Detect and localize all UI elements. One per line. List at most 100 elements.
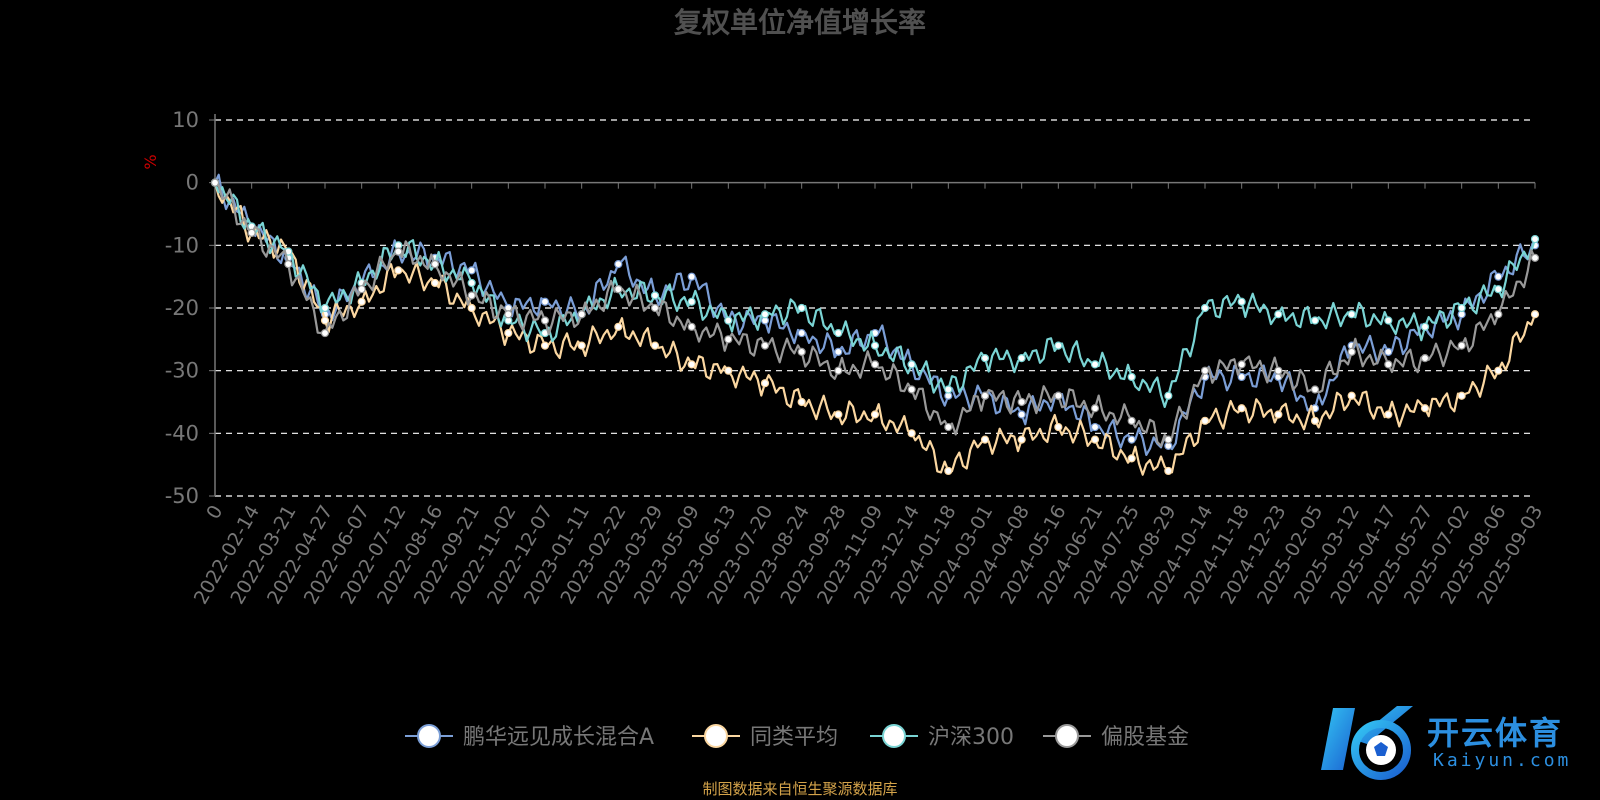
data-point bbox=[834, 366, 843, 375]
kaiyun-logo: 开云体育 Kaiyun.com bbox=[1315, 700, 1600, 786]
data-point bbox=[870, 360, 880, 369]
data-point bbox=[687, 360, 696, 369]
data-point bbox=[760, 310, 770, 319]
data-point bbox=[394, 266, 403, 275]
data-point bbox=[650, 341, 660, 350]
data-point bbox=[357, 297, 366, 306]
data-point bbox=[980, 391, 990, 400]
data-point bbox=[1017, 397, 1026, 407]
series-line-1 bbox=[213, 182, 1537, 476]
data-point bbox=[797, 328, 806, 338]
data-point bbox=[540, 297, 550, 306]
data-point bbox=[1530, 310, 1540, 319]
y-tick-label: -30 bbox=[165, 359, 199, 383]
data-point bbox=[724, 335, 733, 344]
legend-item: 偏股基金 bbox=[1043, 724, 1189, 750]
data-point bbox=[760, 379, 770, 388]
data-point bbox=[1494, 310, 1503, 319]
data-point bbox=[1347, 310, 1356, 319]
data-point bbox=[834, 328, 843, 338]
data-point bbox=[1310, 316, 1320, 325]
data-point bbox=[1457, 391, 1466, 400]
data-point bbox=[1017, 435, 1026, 444]
y-tick-label: -10 bbox=[165, 233, 199, 257]
data-point bbox=[1054, 341, 1063, 350]
data-point bbox=[1237, 360, 1246, 369]
data-point bbox=[320, 328, 330, 338]
data-point bbox=[1420, 404, 1430, 413]
data-point bbox=[430, 278, 440, 288]
data-point bbox=[1384, 410, 1393, 419]
data-point bbox=[1457, 341, 1466, 350]
data-point bbox=[320, 316, 330, 325]
y-tick-label: -50 bbox=[165, 484, 199, 508]
data-point bbox=[1384, 316, 1393, 325]
legend-item: 沪深300 bbox=[870, 724, 1014, 750]
data-point bbox=[1494, 285, 1503, 294]
x-tick-labels: 02022-02-142022-03-212022-04-272022-06-0… bbox=[190, 502, 1548, 609]
data-point bbox=[944, 385, 953, 394]
data-point bbox=[1494, 272, 1503, 281]
data-point bbox=[284, 260, 293, 269]
legend-label: 鹏华远见成长混合A bbox=[463, 725, 654, 750]
data-point bbox=[650, 291, 660, 300]
data-point bbox=[467, 303, 476, 313]
chart-title: 复权单位净值增长率 bbox=[674, 6, 926, 39]
y-axis-label: % bbox=[141, 154, 160, 169]
series-lines bbox=[210, 173, 1540, 476]
data-point bbox=[1530, 234, 1540, 244]
data-point bbox=[540, 316, 550, 325]
data-point bbox=[1164, 435, 1173, 444]
data-point bbox=[870, 410, 880, 419]
data-point bbox=[1200, 303, 1210, 313]
data-point bbox=[687, 272, 696, 281]
data-point bbox=[614, 285, 623, 294]
data-point bbox=[1127, 372, 1136, 382]
data-point bbox=[1017, 354, 1026, 363]
data-point bbox=[870, 341, 880, 350]
x-tick-label: 0 bbox=[202, 502, 227, 523]
data-point bbox=[577, 341, 586, 350]
data-point bbox=[210, 178, 220, 187]
data-point bbox=[504, 310, 513, 319]
data-point bbox=[1164, 391, 1173, 400]
data-point bbox=[944, 466, 953, 476]
y-tick-label: -20 bbox=[165, 296, 199, 320]
data-point bbox=[1090, 435, 1100, 444]
data-point bbox=[1054, 391, 1063, 400]
data-point bbox=[1494, 366, 1503, 375]
data-point bbox=[724, 316, 733, 325]
legend-marker bbox=[704, 724, 728, 748]
legend-label: 偏股基金 bbox=[1101, 725, 1189, 750]
logo-text-en: Kaiyun.com bbox=[1433, 750, 1572, 771]
data-point bbox=[1127, 454, 1136, 463]
data-point bbox=[357, 285, 366, 294]
data-point bbox=[577, 310, 586, 319]
data-point bbox=[1457, 303, 1466, 313]
kaiyun-k-ball-logo bbox=[1321, 706, 1413, 780]
legend-marker bbox=[882, 724, 906, 748]
data-point bbox=[1127, 416, 1136, 425]
legend-marker bbox=[417, 724, 441, 748]
data-point bbox=[834, 347, 843, 356]
data-point bbox=[907, 360, 916, 369]
data-point bbox=[907, 385, 916, 394]
data-point bbox=[467, 291, 476, 300]
data-point bbox=[467, 278, 476, 288]
data-point bbox=[797, 347, 806, 356]
data-point bbox=[1420, 322, 1430, 331]
data-point bbox=[724, 366, 733, 375]
data-point bbox=[1347, 347, 1356, 356]
data-point bbox=[797, 303, 806, 313]
data-point bbox=[1237, 372, 1246, 382]
data-point bbox=[907, 429, 916, 438]
data-point bbox=[467, 266, 476, 275]
data-point bbox=[320, 303, 330, 313]
data-point bbox=[1310, 416, 1320, 425]
data-point bbox=[980, 354, 990, 363]
data-point bbox=[1274, 410, 1283, 419]
data-point bbox=[1090, 404, 1100, 413]
y-tick-labels: 10 0 -10 -20 -30 -40 -50 bbox=[165, 108, 199, 508]
legend-label: 同类平均 bbox=[750, 725, 838, 750]
